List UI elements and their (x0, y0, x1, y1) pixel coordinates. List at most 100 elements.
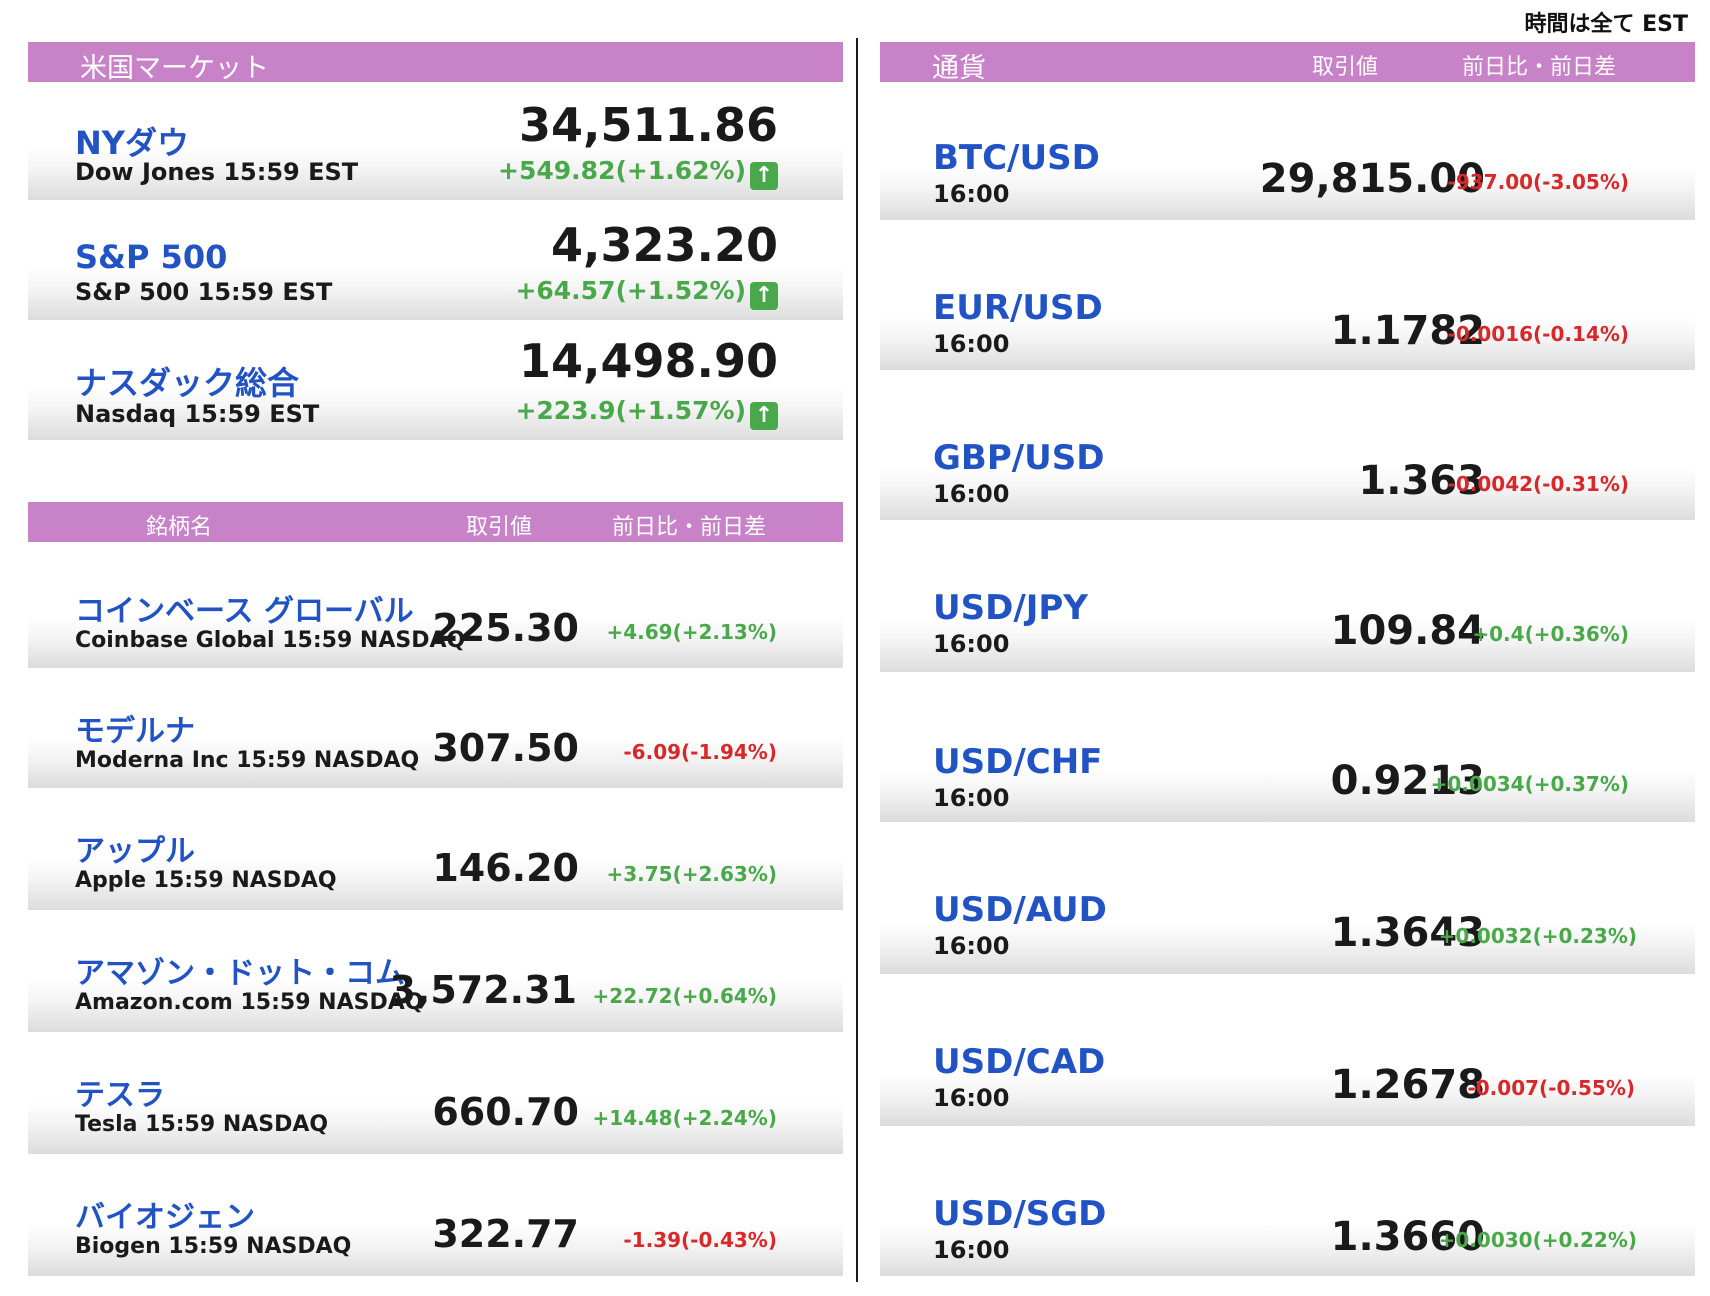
stock-price: 307.50 (432, 726, 579, 770)
currency-change: +0.0030(+0.22%) (1438, 1228, 1637, 1252)
column-divider (856, 38, 858, 1282)
currency-pair: USD/JPY (933, 588, 1088, 628)
indices-header: 米国マーケット (28, 42, 843, 84)
stock-en-name: Biogen 15:59 NASDAQ (75, 1234, 352, 1259)
currency-price: 1.363 (1358, 458, 1485, 504)
stock-en-name: Moderna Inc 15:59 NASDAQ (75, 748, 420, 773)
currency-header: 通貨 取引値 前日比・前日差 (880, 42, 1695, 84)
stocks-col-name: 銘柄名 (146, 515, 213, 540)
index-change-text: +64.57(+1.52%) (515, 276, 746, 305)
up-arrow-icon: ↑ (750, 282, 778, 310)
stock-price: 660.70 (432, 1090, 579, 1134)
index-change-text: +549.82(+1.62%) (498, 156, 746, 185)
stock-jp-name: アップル (75, 834, 195, 869)
stock-row[interactable]: コインベース グローバル Coinbase Global 15:59 NASDA… (28, 560, 843, 668)
currency-col-price: 取引値 (1312, 55, 1379, 80)
index-value: 34,511.86 (519, 98, 778, 152)
currency-row[interactable]: EUR/USD 16:00 1.1782 -0.0016(-0.14%) (880, 258, 1695, 370)
stock-price: 146.20 (432, 846, 579, 890)
index-row[interactable]: S&P 500 S&P 500 15:59 EST 4,323.20 +64.5… (28, 208, 843, 320)
stock-en-name: Amazon.com 15:59 NASDAQ (75, 990, 424, 1015)
stocks-col-change: 前日比・前日差 (612, 515, 767, 540)
index-row[interactable]: NYダウ Dow Jones 15:59 EST 34,511.86 +549.… (28, 88, 843, 200)
currency-change: -0.007(-0.55%) (1467, 1076, 1635, 1100)
stock-en-name: Tesla 15:59 NASDAQ (75, 1112, 329, 1137)
currency-price: 1.3643 (1330, 910, 1485, 956)
currency-col-change: 前日比・前日差 (1462, 55, 1617, 80)
currency-row[interactable]: USD/AUD 16:00 1.3643 +0.0032(+0.23%) (880, 862, 1695, 974)
up-arrow-icon: ↑ (750, 162, 778, 190)
currency-time: 16:00 (933, 1084, 1010, 1112)
stock-row[interactable]: アップル Apple 15:59 NASDAQ 146.20 +3.75(+2.… (28, 800, 843, 910)
stock-change: +3.75(+2.63%) (606, 862, 777, 886)
index-value: 14,498.90 (519, 334, 778, 388)
index-change: +549.82(+1.62%) ↑ (498, 156, 778, 190)
stock-row[interactable]: アマゾン・ドット・コム Amazon.com 15:59 NASDAQ 3,57… (28, 922, 843, 1032)
index-change: +64.57(+1.52%) ↑ (515, 276, 778, 310)
stock-jp-name: モデルナ (75, 714, 195, 749)
currency-price: 0.9213 (1330, 758, 1485, 804)
index-jp-name: NYダウ (75, 124, 189, 162)
currency-price: 1.1782 (1330, 308, 1485, 354)
stock-change: -1.39(-0.43%) (623, 1228, 777, 1252)
currency-time: 16:00 (933, 1236, 1010, 1264)
up-arrow-icon: ↑ (750, 402, 778, 430)
index-jp-name: S&P 500 (75, 238, 228, 276)
currency-pair: USD/AUD (933, 890, 1107, 930)
currency-price: 29,815.00 (1259, 156, 1485, 202)
timezone-note: 時間は全て EST (1524, 12, 1688, 37)
currency-pair: GBP/USD (933, 438, 1105, 478)
index-row[interactable]: ナスダック総合 Nasdaq 15:59 EST 14,498.90 +223.… (28, 328, 843, 440)
currency-change: +0.0034(+0.37%) (1430, 772, 1629, 796)
index-change-text: +223.9(+1.57%) (515, 396, 746, 425)
index-change: +223.9(+1.57%) ↑ (515, 396, 778, 430)
currency-row[interactable]: USD/CHF 16:00 0.9213 +0.0034(+0.37%) (880, 710, 1695, 822)
currency-change: -0.0016(-0.14%) (1447, 322, 1629, 346)
stock-jp-name: バイオジェン (75, 1200, 255, 1235)
currency-col-name: 通貨 (932, 53, 986, 84)
currency-price: 1.2678 (1330, 1062, 1485, 1108)
currency-pair: BTC/USD (933, 138, 1100, 178)
currency-pair: USD/CAD (933, 1042, 1106, 1082)
stocks-header: 銘柄名 取引値 前日比・前日差 (28, 502, 843, 542)
currency-row[interactable]: USD/SGD 16:00 1.3660 +0.0030(+0.22%) (880, 1164, 1695, 1276)
index-en-name: Nasdaq 15:59 EST (75, 400, 320, 428)
stock-row[interactable]: バイオジェン Biogen 15:59 NASDAQ 322.77 -1.39(… (28, 1166, 843, 1276)
currency-time: 16:00 (933, 330, 1010, 358)
currency-change: -937.00(-3.05%) (1447, 170, 1629, 194)
stocks-col-price: 取引値 (466, 515, 533, 540)
stock-en-name: Apple 15:59 NASDAQ (75, 868, 337, 893)
index-en-name: S&P 500 15:59 EST (75, 278, 333, 306)
currency-row[interactable]: BTC/USD 16:00 29,815.00 -937.00(-3.05%) (880, 108, 1695, 220)
currency-time: 16:00 (933, 180, 1010, 208)
stock-en-name: Coinbase Global 15:59 NASDAQ (75, 628, 466, 653)
indices-title: 米国マーケット (80, 53, 269, 84)
currency-time: 16:00 (933, 630, 1010, 658)
index-en-name: Dow Jones 15:59 EST (75, 158, 359, 186)
currency-time: 16:00 (933, 480, 1010, 508)
stock-price: 225.30 (432, 606, 579, 650)
currency-row[interactable]: GBP/USD 16:00 1.363 -0.0042(-0.31%) (880, 408, 1695, 520)
currency-price: 109.84 (1330, 608, 1485, 654)
stock-change: -6.09(-1.94%) (623, 740, 777, 764)
currency-pair: EUR/USD (933, 288, 1103, 328)
currency-row[interactable]: USD/CAD 16:00 1.2678 -0.007(-0.55%) (880, 1014, 1695, 1126)
currency-pair: USD/SGD (933, 1194, 1107, 1234)
currency-change: +0.4(+0.36%) (1472, 622, 1629, 646)
stock-jp-name: テスラ (75, 1078, 165, 1113)
stock-jp-name: アマゾン・ドット・コム (75, 956, 405, 991)
stock-row[interactable]: モデルナ Moderna Inc 15:59 NASDAQ 307.50 -6.… (28, 680, 843, 788)
currency-row[interactable]: USD/JPY 16:00 109.84 +0.4(+0.36%) (880, 560, 1695, 672)
currency-pair: USD/CHF (933, 742, 1103, 782)
stock-row[interactable]: テスラ Tesla 15:59 NASDAQ 660.70 +14.48(+2.… (28, 1044, 843, 1154)
stock-price: 3,572.31 (389, 968, 577, 1012)
stock-change: +14.48(+2.24%) (592, 1106, 777, 1130)
stock-jp-name: コインベース グローバル (75, 594, 414, 629)
index-jp-name: ナスダック総合 (75, 364, 300, 402)
stock-change: +4.69(+2.13%) (606, 620, 777, 644)
currency-change: -0.0042(-0.31%) (1447, 472, 1629, 496)
currency-time: 16:00 (933, 784, 1010, 812)
index-value: 4,323.20 (551, 218, 778, 272)
currency-price: 1.3660 (1330, 1214, 1485, 1260)
currency-time: 16:00 (933, 932, 1010, 960)
